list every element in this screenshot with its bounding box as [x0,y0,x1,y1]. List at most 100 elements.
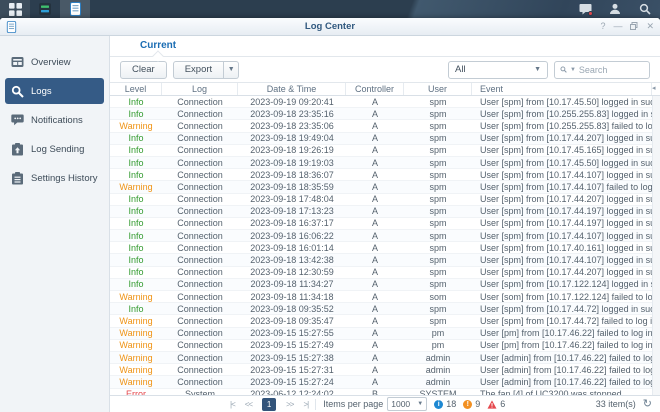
column-header-level[interactable]: Level [110,83,162,95]
table-row[interactable]: Warning Connection 2023-09-18 09:35:47 A… [110,315,660,328]
log-controller: A [371,96,378,107]
total-items-label: 33 item(s) [595,399,636,409]
log-user: spm [429,206,447,217]
next-page-icon[interactable]: >> [286,399,294,409]
log-type: Connection [177,352,223,363]
export-dropdown-button[interactable]: ▼ [224,60,240,79]
table-row[interactable]: Warning Connection 2023-09-18 11:34:18 A… [110,291,660,304]
log-datetime: 2023-09-18 17:48:04 [250,194,334,205]
minimize-icon[interactable]: — [613,21,623,31]
table-row[interactable]: Warning Connection 2023-09-18 23:35:06 A… [110,120,660,133]
table-row[interactable]: Info Connection 2023-09-19 09:20:41 A sp… [110,96,660,109]
table-row[interactable]: Warning Connection 2023-09-15 15:27:38 A… [110,351,660,365]
sidebar-item-log-sending[interactable]: Log Sending [5,136,104,162]
table-row[interactable]: Info Connection 2023-09-18 11:34:27 A sp… [110,278,660,291]
window-titlebar[interactable]: Log Center ? — ✕ [0,18,660,36]
log-controller: A [371,133,378,144]
search-box[interactable]: ▼ [554,60,650,79]
log-datetime: 2023-09-18 23:35:06 [250,120,334,131]
current-page-button[interactable]: 1 [262,397,277,411]
table-row[interactable]: Info Connection 2023-09-18 19:19:03 A sp… [110,156,660,170]
log-event: User [spm] from [10.255.255.83] logged i… [480,108,660,119]
vertical-scrollbar[interactable] [652,96,660,395]
log-controller: A [371,376,378,387]
table-row[interactable]: Warning Connection 2023-09-15 15:27:31 A… [110,364,660,377]
table-row[interactable]: Warning Connection 2023-09-15 15:27:24 A… [110,376,660,389]
sidebar-item-logs[interactable]: Logs [5,78,104,104]
log-event: User [som] from [10.17.122.124] failed t… [480,291,660,302]
restore-icon[interactable] [630,21,638,32]
log-user: spm [429,181,447,192]
search-button[interactable] [630,0,660,18]
status-bar: |< << 1 >> >| Items per page 1000 ▼ i 1 [110,395,660,412]
log-user: spm [429,96,447,107]
sidebar-item-overview[interactable]: Overview [5,49,104,75]
table-row[interactable]: Info Connection 2023-09-18 17:48:04 A sp… [110,194,660,206]
table-row[interactable]: Warning Connection 2023-09-18 18:35:59 A… [110,181,660,194]
refresh-icon[interactable]: ↻ [642,397,652,410]
sidebar-item-label: Settings History [31,172,98,184]
column-header-datetime[interactable]: Date & Time [238,83,346,95]
first-page-icon[interactable]: |< [230,399,236,409]
taskbar-app-storage-manager[interactable] [30,0,60,18]
table-row[interactable]: Warning Connection 2023-09-15 15:27:49 A… [110,340,660,352]
log-event: User [admin] from [10.17.46.22] failed t… [480,352,660,363]
log-user: spm [429,169,447,180]
table-row[interactable]: Error System 2023-06-12 12:24:02 B SYSTE… [110,389,660,395]
log-sending-icon [12,142,23,155]
log-level: Warning [119,352,153,363]
notifications-button[interactable] [570,0,600,18]
search-icon [560,66,567,73]
tab-current[interactable]: Current [134,37,182,56]
log-type: Connection [177,279,223,290]
table-row[interactable]: Warning Connection 2023-09-15 15:27:55 A… [110,327,660,340]
main-menu-button[interactable] [0,0,30,18]
table-row[interactable]: Info Connection 2023-09-18 19:26:19 A sp… [110,145,660,157]
sidebar-item-settings-history[interactable]: Settings History [5,165,104,191]
log-controller: A [371,279,378,290]
log-table-body: Info Connection 2023-09-19 09:20:41 A sp… [110,96,660,395]
log-datetime: 2023-09-18 09:35:52 [250,303,334,314]
table-row[interactable]: Info Connection 2023-09-18 12:30:59 A sp… [110,267,660,279]
prev-page-icon[interactable]: << [244,399,253,409]
chevron-down-icon: ▼ [417,401,424,407]
log-datetime: 2023-09-18 18:36:07 [250,169,334,180]
notification-badge [588,11,593,16]
log-controller: A [371,218,378,229]
log-controller: A [371,328,378,339]
user-options-button[interactable] [600,0,630,18]
column-header-event[interactable]: Event [472,83,652,95]
last-page-icon[interactable]: >| [303,399,309,409]
log-level: Info [128,279,144,290]
search-input[interactable] [578,64,644,75]
close-icon[interactable]: ✕ [646,21,654,31]
log-datetime: 2023-09-18 19:49:04 [250,133,334,144]
column-header-controller[interactable]: Controller [346,83,404,95]
help-icon[interactable]: ? [600,21,606,31]
table-row[interactable]: Info Connection 2023-09-18 18:36:07 A sp… [110,169,660,182]
sidebar-item-notifications[interactable]: Notifications [5,107,104,133]
column-header-user[interactable]: User [404,83,472,95]
table-row[interactable]: Info Connection 2023-09-18 16:37:17 A sp… [110,218,660,231]
log-level: Info [128,145,144,156]
log-user: admin [425,364,451,375]
table-row[interactable]: Info Connection 2023-09-18 19:49:04 A sp… [110,132,660,145]
log-user: pm [431,340,445,351]
table-row[interactable]: Info Connection 2023-09-18 09:35:52 A sp… [110,303,660,316]
log-filter-select[interactable]: All ▼ [448,60,548,79]
export-button[interactable]: Export [172,60,225,79]
log-user: spm [429,108,447,119]
table-row[interactable]: Info Connection 2023-09-18 16:06:22 A sp… [110,230,660,243]
clear-button[interactable]: Clear [120,60,167,79]
log-event: User [pm] from [10.17.46.22] failed to l… [480,328,660,339]
table-row[interactable]: Info Connection 2023-09-18 17:13:23 A sp… [110,205,660,218]
taskbar-app-log-center[interactable] [60,0,90,18]
table-row[interactable]: Info Connection 2023-09-18 23:35:16 A sp… [110,108,660,121]
log-datetime: 2023-09-18 17:13:23 [250,206,334,217]
log-datetime: 2023-09-15 15:27:31 [250,364,334,375]
table-row[interactable]: Info Connection 2023-09-18 13:42:38 A sp… [110,254,660,267]
table-row[interactable]: Info Connection 2023-09-18 16:01:14 A sp… [110,242,660,255]
column-settings-icon[interactable]: ◂ [652,85,656,92]
items-per-page-select[interactable]: 1000 ▼ [387,397,428,411]
column-header-log[interactable]: Log [162,83,238,95]
